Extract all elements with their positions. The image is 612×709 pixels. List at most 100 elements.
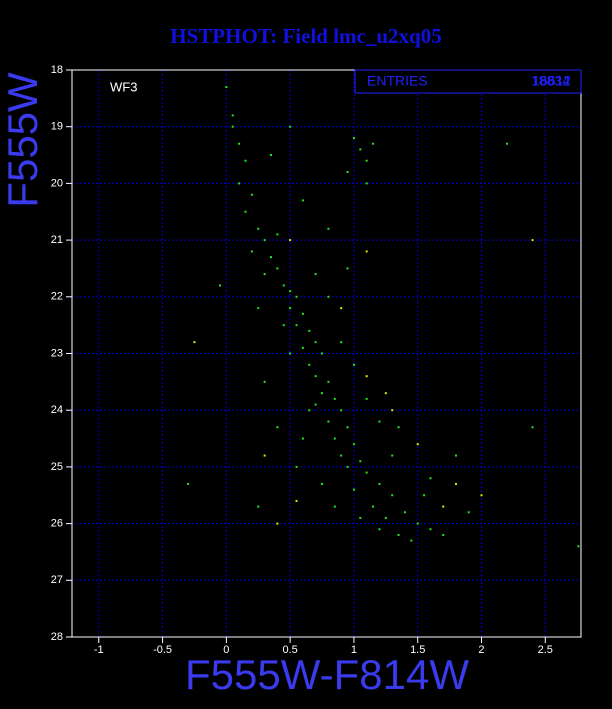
point: [506, 142, 509, 145]
point: [289, 352, 292, 355]
point: [301, 346, 304, 349]
point: [263, 380, 266, 383]
y-tick-label: 20: [51, 177, 63, 189]
y-tick-label: 22: [51, 291, 63, 303]
point: [308, 363, 311, 366]
y-tick-label: 24: [51, 404, 63, 416]
point: [397, 533, 400, 536]
point: [416, 443, 419, 446]
point: [378, 420, 381, 423]
point: [250, 250, 253, 253]
point: [314, 403, 317, 406]
point: [429, 528, 432, 531]
point: [372, 142, 375, 145]
point: [372, 505, 375, 508]
point: [423, 494, 426, 497]
y-tick-label: 23: [51, 347, 63, 359]
point: [263, 454, 266, 457]
point: [352, 488, 355, 491]
point: [314, 375, 317, 378]
point: [327, 420, 330, 423]
point: [276, 267, 279, 270]
point: [410, 539, 413, 542]
point: [193, 341, 196, 344]
frame: [71, 69, 582, 638]
point: [250, 193, 253, 196]
x-tick-label: 2: [478, 644, 484, 656]
point: [365, 250, 368, 253]
point: [308, 329, 311, 332]
point: [314, 273, 317, 276]
point: [301, 437, 304, 440]
point: [321, 482, 324, 485]
point: [365, 375, 368, 378]
point: [378, 528, 381, 531]
point: [218, 284, 221, 287]
point: [225, 86, 228, 89]
point: [352, 137, 355, 140]
point: [531, 239, 534, 242]
y-tick-label: 27: [51, 574, 63, 586]
x-tick-label: 0.5: [282, 644, 297, 656]
y-tick-label: 18: [51, 64, 63, 76]
point: [442, 533, 445, 536]
point: [282, 324, 285, 327]
point: [454, 482, 457, 485]
point: [480, 494, 483, 497]
point: [365, 182, 368, 185]
point: [231, 125, 234, 128]
point: [333, 397, 336, 400]
point: [577, 545, 580, 548]
x-tick-label: 0: [223, 644, 229, 656]
point: [403, 511, 406, 514]
stats-value: 16612: [532, 73, 571, 89]
point: [270, 154, 273, 157]
point: [244, 159, 247, 162]
point: [454, 454, 457, 457]
point: [308, 409, 311, 412]
point: [333, 505, 336, 508]
point: [276, 522, 279, 525]
point: [340, 454, 343, 457]
point: [263, 239, 266, 242]
point: [346, 267, 349, 270]
y-tick-label: 25: [51, 461, 63, 473]
point: [346, 426, 349, 429]
point: [187, 482, 190, 485]
chart-title: HSTPHOT: Field lmc_u2xq05: [170, 24, 441, 48]
point: [238, 142, 241, 145]
x-tick-label: 1: [351, 644, 357, 656]
point: [365, 159, 368, 162]
point: [276, 233, 279, 236]
x-tick-label: -0.5: [153, 644, 172, 656]
point: [391, 494, 394, 497]
point: [295, 324, 298, 327]
point: [257, 307, 260, 310]
point: [397, 426, 400, 429]
point: [333, 437, 336, 440]
x-tick-label: 2.5: [538, 644, 553, 656]
point: [295, 295, 298, 298]
point: [340, 409, 343, 412]
point: [270, 256, 273, 259]
point: [346, 171, 349, 174]
y-tick-label: 19: [51, 121, 63, 133]
point: [378, 482, 381, 485]
point: [391, 409, 394, 412]
point: [384, 516, 387, 519]
x-tick-label: -1: [94, 644, 104, 656]
point: [327, 227, 330, 230]
point: [289, 125, 292, 128]
y-tick-label: 26: [51, 518, 63, 530]
point: [359, 516, 362, 519]
point: [257, 505, 260, 508]
point: [282, 284, 285, 287]
point: [295, 499, 298, 502]
point: [346, 465, 349, 468]
y-tick-label: 21: [51, 234, 63, 246]
point: [321, 352, 324, 355]
point: [327, 295, 330, 298]
x-tick-label: 1.5: [410, 644, 425, 656]
